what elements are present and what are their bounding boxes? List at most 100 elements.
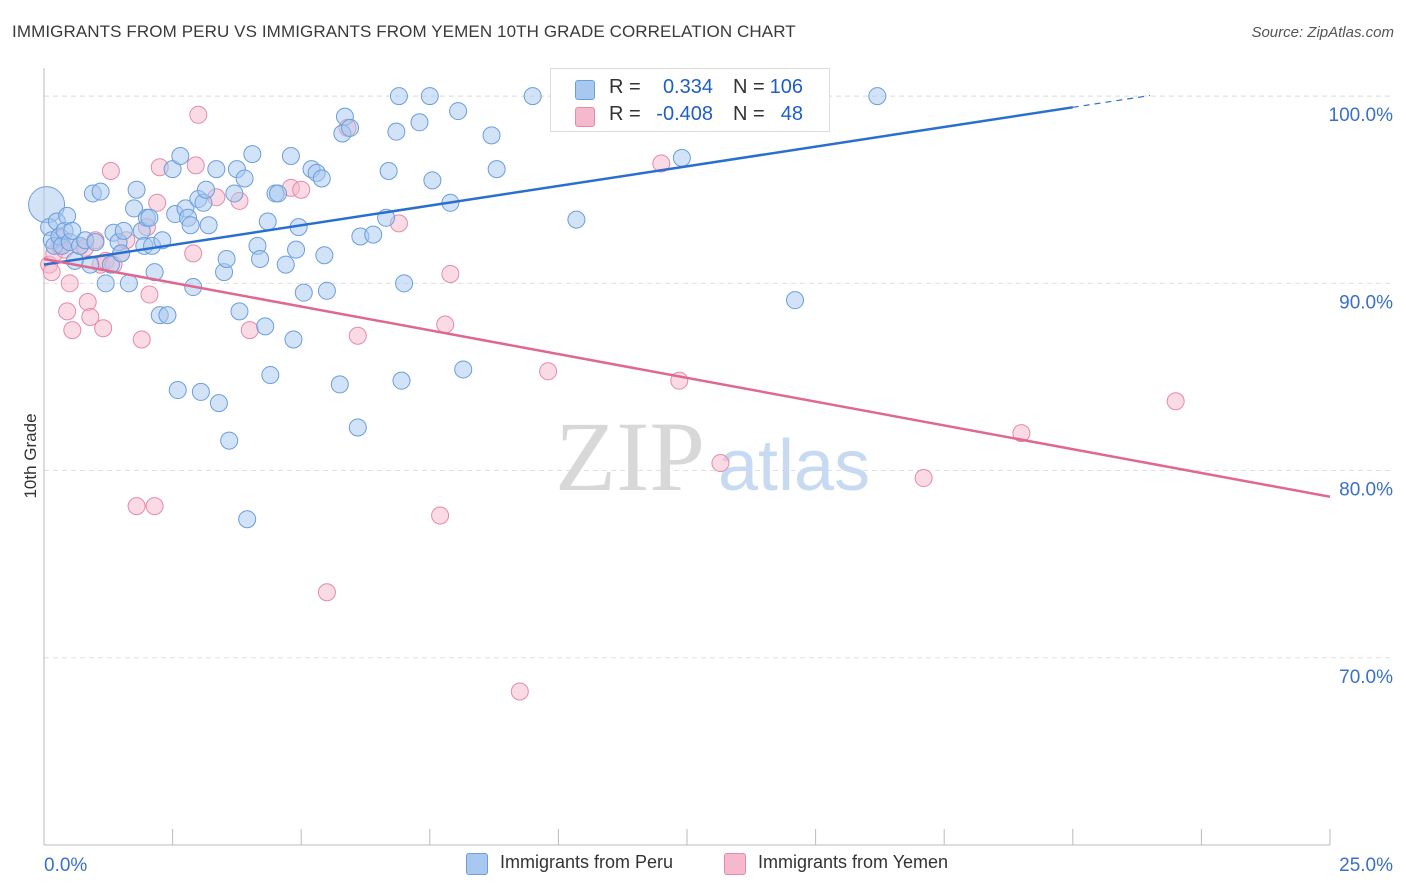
peru-point: [243, 145, 262, 164]
yemen-point: [431, 506, 450, 525]
y-tick-label: 80.0%: [1339, 480, 1393, 501]
legend-r-value: -0.408: [656, 103, 713, 125]
yemen-point: [148, 193, 167, 212]
bottom-legend-label-yemen: Immigrants from Yemen: [758, 852, 949, 872]
yemen-point: [189, 105, 208, 124]
legend-n-label: N =: [733, 76, 765, 98]
peru-point: [379, 161, 398, 180]
legend-r-label: R =: [609, 103, 641, 125]
legend-n-value: 106: [769, 76, 803, 98]
peru-point: [209, 394, 228, 413]
tick-labels: 70.0% 80.0% 90.0% 100.0% 0.0% 25.0%: [44, 105, 1393, 876]
peru-point: [348, 418, 367, 437]
legend-n-value: 48: [780, 103, 803, 125]
peru-point: [341, 118, 360, 137]
peru-trend-extension: [1072, 94, 1151, 108]
legend-row-yemen: R = -0.408 N = 48: [551, 101, 829, 129]
y-tick-label: 100.0%: [1329, 105, 1394, 126]
peru-point: [238, 510, 257, 529]
peru-point: [235, 169, 254, 188]
yemen-point: [58, 302, 77, 321]
peru-point: [410, 113, 429, 132]
bottom-legend-label-peru: Immigrants from Peru: [500, 852, 674, 872]
peru-point: [420, 87, 439, 106]
peru-point: [220, 431, 239, 450]
peru-point: [101, 255, 120, 274]
yemen-point: [140, 285, 159, 304]
peru-point: [158, 306, 177, 325]
peru-point: [197, 180, 216, 199]
x-tick-label-min: 0.0%: [44, 855, 87, 876]
peru-point: [364, 225, 383, 244]
peru-point: [153, 231, 172, 250]
yemen-point: [292, 180, 311, 199]
peru-point: [91, 182, 110, 201]
yemen-point: [78, 293, 97, 312]
yemen-point: [63, 321, 82, 340]
peru-point: [127, 180, 146, 199]
peru-point: [395, 274, 414, 293]
peru-point: [140, 208, 159, 227]
watermark: ZIP atlas: [555, 401, 870, 512]
legend-swatch-yemen: [575, 107, 595, 127]
peru-point: [786, 291, 805, 310]
peru-point: [287, 240, 306, 259]
legend-swatch-peru: [575, 80, 595, 100]
x-tick-label-max: 25.0%: [1339, 855, 1393, 876]
yemen-point: [711, 454, 730, 473]
peru-point: [225, 184, 244, 203]
yemen-point: [652, 154, 671, 173]
peru-point: [423, 171, 442, 190]
peru-point: [256, 317, 275, 336]
yemen-point: [348, 326, 367, 345]
peru-point: [284, 330, 303, 349]
yemen-point: [132, 330, 151, 349]
peru-point: [487, 160, 506, 179]
peru-point: [392, 371, 411, 390]
y-tick-label: 70.0%: [1339, 667, 1393, 688]
peru-point: [181, 216, 200, 235]
peru-point: [315, 246, 334, 265]
peru-point: [281, 146, 300, 165]
peru-point: [330, 375, 349, 394]
yemen-point: [127, 497, 146, 516]
yemen-point: [184, 244, 203, 263]
peru-point: [217, 249, 236, 268]
yemen-point: [441, 264, 460, 283]
peru-point: [312, 169, 331, 188]
peru-point: [269, 184, 288, 203]
bottom-legend-swatch-yemen: [724, 853, 746, 875]
peru-point: [261, 366, 280, 385]
peru-point: [258, 212, 277, 231]
yemen-point: [94, 319, 113, 338]
peru-trend-line: [43, 106, 1073, 266]
peru-point: [230, 302, 249, 321]
peru-point: [96, 274, 115, 293]
peru-point: [191, 382, 210, 401]
peru-point: [199, 216, 218, 235]
bottom-legend-swatch-peru: [466, 853, 488, 875]
peru-point: [58, 206, 77, 225]
peru-point: [454, 360, 473, 379]
legend-row-peru: R = 0.334 N = 106: [551, 74, 829, 102]
yemen-point: [436, 315, 455, 334]
peru-point: [449, 102, 468, 121]
peru-point: [387, 122, 406, 141]
legend-r-label: R =: [609, 76, 641, 98]
yemen-trend-line: [43, 257, 1331, 498]
peru-point: [119, 274, 138, 293]
yemen-point: [317, 583, 336, 602]
peru-point: [86, 233, 105, 252]
peru-point: [171, 146, 190, 165]
trend-lines: [43, 94, 1331, 498]
peru-point: [276, 255, 295, 274]
peru-point: [294, 283, 313, 302]
yemen-point: [42, 263, 61, 282]
watermark-atlas: atlas: [718, 426, 870, 506]
yemen-point: [240, 321, 259, 340]
legend-r-value: 0.334: [662, 76, 713, 98]
peru-point: [868, 87, 887, 106]
yemen-point: [1166, 392, 1185, 411]
chart-title: IMMIGRANTS FROM PERU VS IMMIGRANTS FROM …: [12, 22, 796, 41]
yemen-point: [510, 682, 529, 701]
